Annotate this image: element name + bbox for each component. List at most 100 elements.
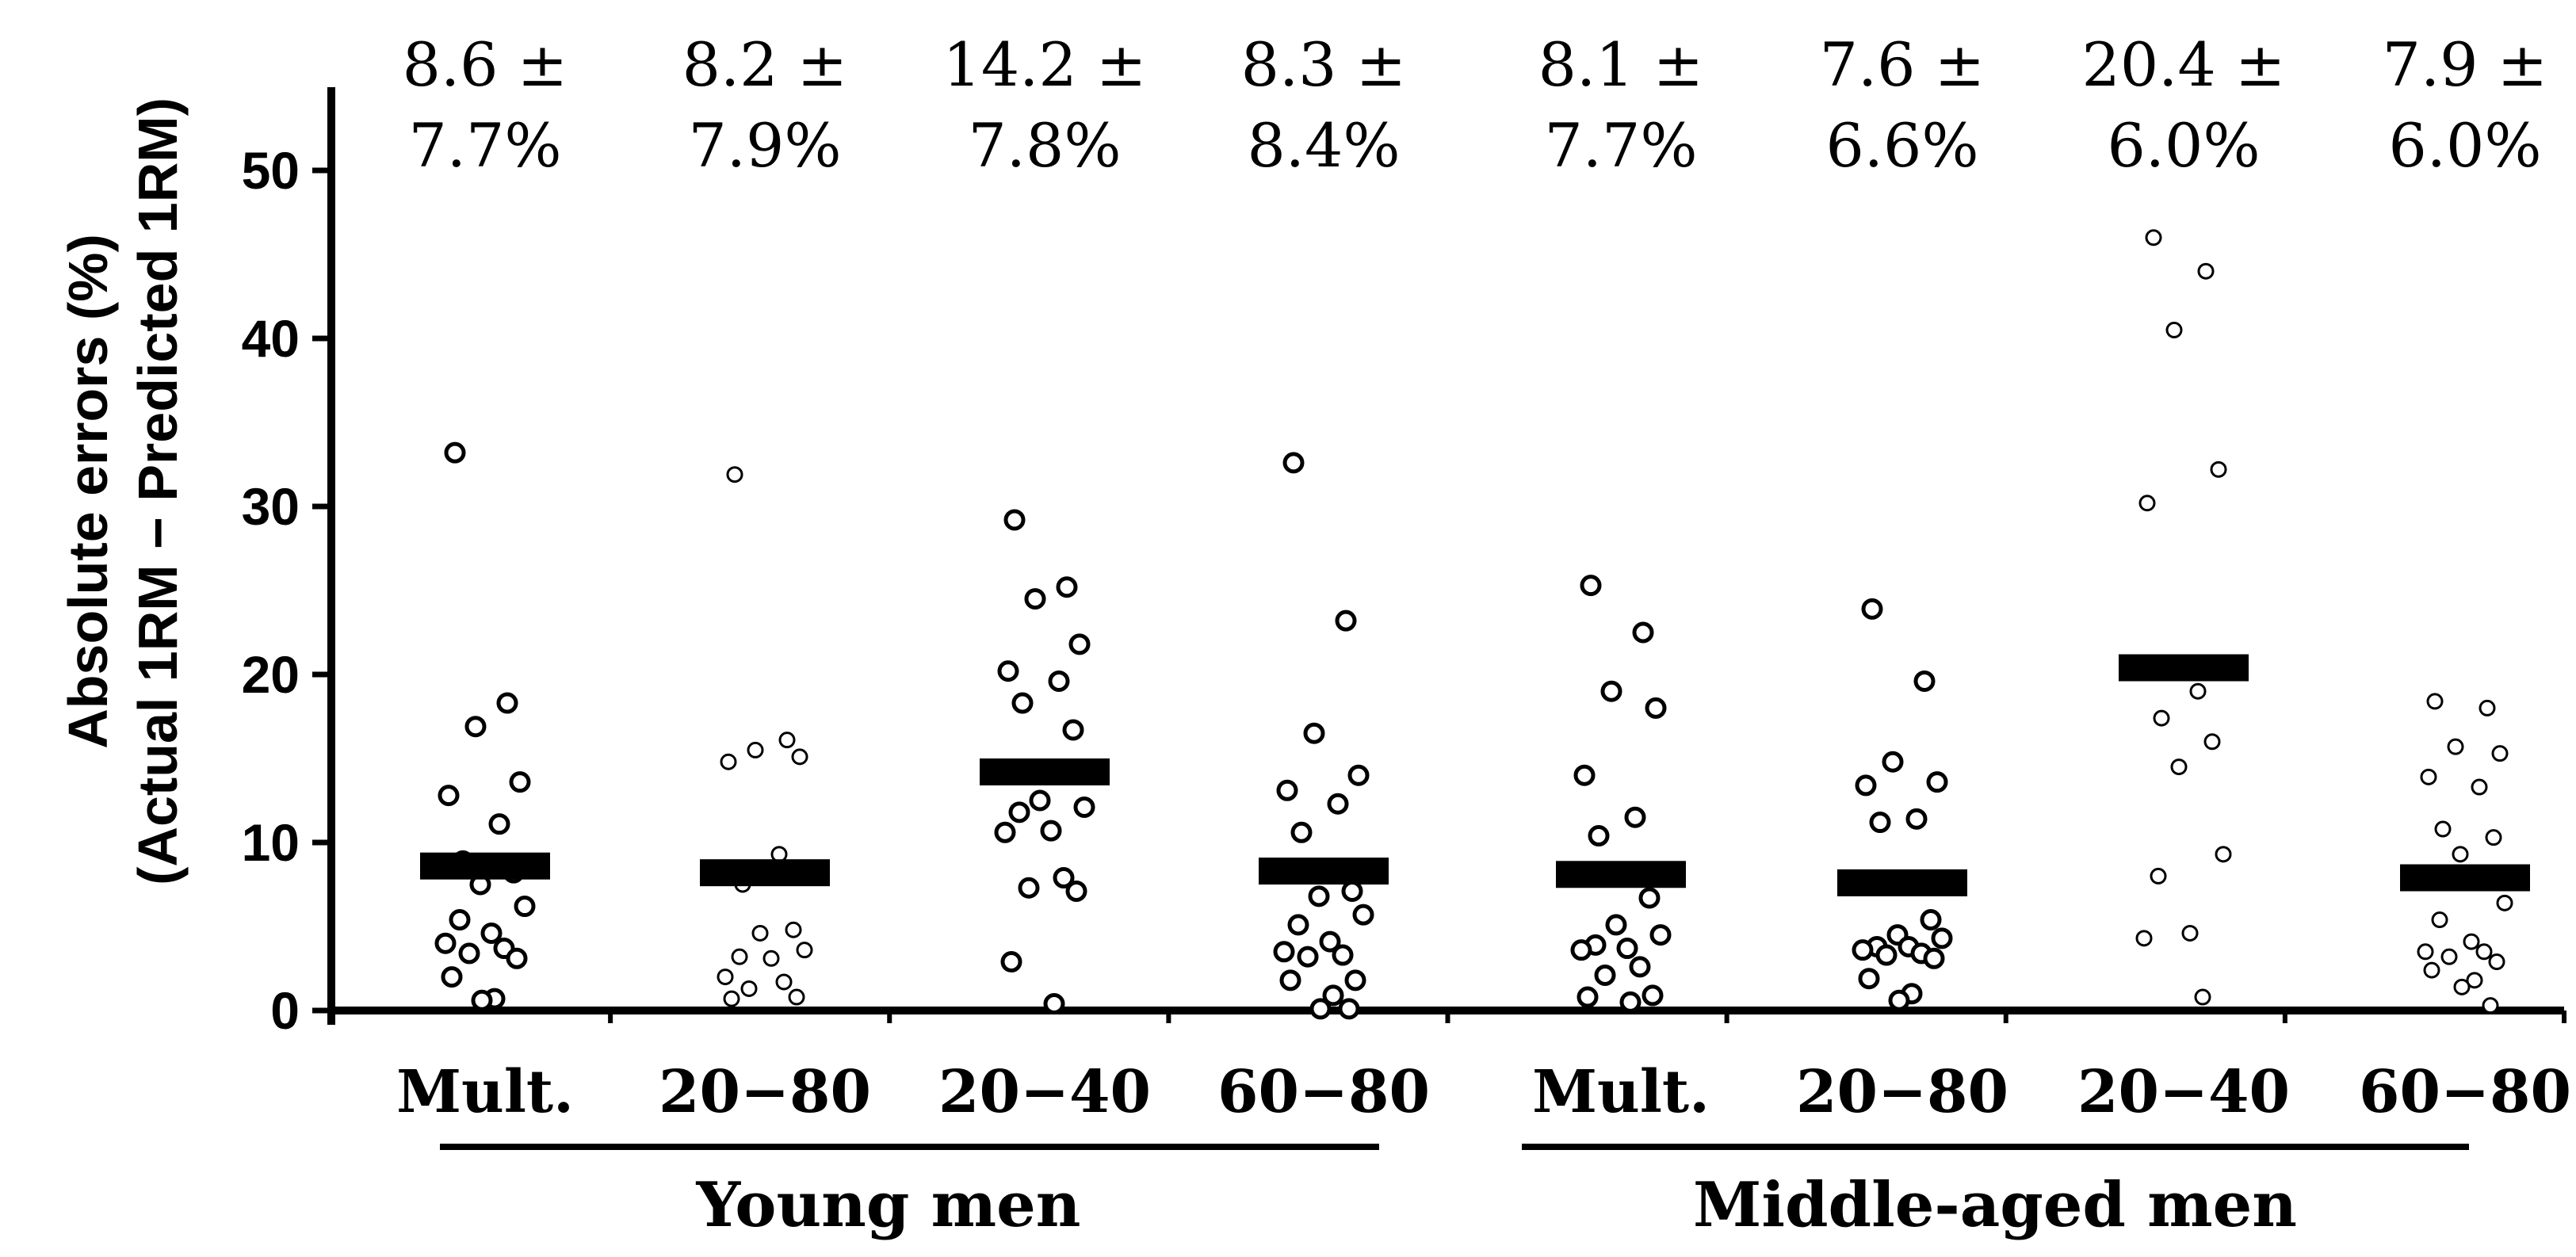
stat-line-2: 7.8% [968, 110, 1121, 181]
data-point [1855, 774, 1877, 797]
mean-bar [1837, 869, 1967, 896]
data-point [1858, 968, 1880, 990]
data-point [1923, 947, 1945, 969]
data-point [1594, 964, 1616, 986]
mean-bar [700, 859, 830, 887]
data-point [726, 466, 743, 483]
group-label: Young men [696, 1169, 1081, 1241]
y-tick-label: 30 [242, 477, 300, 536]
data-point [2420, 768, 2437, 785]
data-point [1588, 825, 1610, 847]
data-point [1327, 793, 1349, 815]
y-tick-label: 10 [242, 813, 300, 872]
data-point [1577, 986, 1599, 1008]
data-point [1869, 812, 1891, 834]
data-point [1303, 722, 1325, 744]
data-point [1629, 956, 1651, 978]
data-point [1319, 930, 1341, 953]
data-point [2452, 846, 2469, 863]
data-point [2145, 229, 2162, 246]
data-point [2426, 693, 2444, 710]
data-point [2475, 943, 2493, 961]
data-point [788, 988, 805, 1006]
data-point [1920, 909, 1942, 931]
data-point [1638, 887, 1661, 909]
data-point [2135, 930, 2153, 947]
data-point [1290, 821, 1313, 843]
data-point [496, 692, 518, 714]
data-point [1905, 808, 1928, 830]
data-point [480, 922, 503, 944]
data-point [796, 942, 813, 959]
category-label: Mult. [1532, 1058, 1710, 1126]
y-axis-label: Absolute errors (%) [57, 234, 119, 749]
data-point [1048, 670, 1070, 692]
category-label: Mult. [396, 1058, 574, 1126]
data-point [2165, 321, 2183, 338]
data-point [1279, 969, 1301, 991]
stat-line-2: 7.7% [408, 110, 561, 181]
data-point [2471, 778, 2488, 796]
data-point [1580, 575, 1602, 597]
data-point [444, 441, 466, 464]
data-point [1053, 867, 1075, 889]
mean-bar [2119, 654, 2249, 682]
data-point [770, 846, 788, 863]
data-point [488, 813, 510, 835]
data-point [1649, 924, 1672, 946]
data-point [1861, 598, 1883, 620]
mean-bar [980, 758, 1110, 785]
data-point [1341, 880, 1363, 902]
data-point [1322, 984, 1344, 1007]
data-points [434, 229, 2513, 1020]
data-point [1308, 885, 1330, 907]
data-point [1073, 796, 1095, 818]
data-point [1931, 927, 1953, 949]
group-labels: Young men Middle-aged men [440, 1144, 2469, 1241]
data-point [2194, 988, 2211, 1006]
group-label: Middle-aged men [1693, 1169, 2297, 1241]
data-point [1338, 998, 1360, 1020]
data-point [2453, 978, 2471, 995]
data-point [1882, 751, 1904, 773]
stat-line-2: 7.9% [688, 110, 841, 181]
data-point [2423, 961, 2440, 979]
category-label: 20−80 [659, 1058, 871, 1126]
data-point [1616, 938, 1638, 960]
stat-line-2: 6.6% [1825, 110, 1978, 181]
data-point [434, 932, 457, 954]
y-tick-label: 20 [242, 645, 300, 704]
mean-bar [420, 852, 550, 880]
data-point [1276, 779, 1298, 801]
data-point [1642, 984, 1664, 1007]
data-point [762, 949, 780, 967]
data-point [2440, 948, 2458, 965]
data-point [1645, 697, 1667, 719]
data-point [514, 896, 536, 918]
data-point [1273, 941, 1295, 963]
data-point [2485, 829, 2502, 846]
data-point [1600, 680, 1622, 702]
data-point [1926, 771, 1948, 793]
data-point [1309, 998, 1332, 1020]
data-point [997, 660, 1019, 682]
data-point [2153, 709, 2170, 727]
data-point [1000, 951, 1022, 973]
data-point [1018, 877, 1040, 899]
data-point [1888, 989, 1910, 1011]
stat-line-1: 8.6 ± [403, 29, 568, 100]
data-point [438, 785, 460, 807]
data-point [1287, 914, 1309, 936]
data-point [1040, 820, 1062, 842]
data-point [1282, 452, 1305, 474]
mean-bar [1259, 858, 1389, 885]
data-point [1570, 939, 1592, 961]
data-point [1619, 991, 1642, 1013]
data-point [778, 732, 796, 749]
data-point [1852, 939, 1874, 961]
data-point [1875, 944, 1898, 966]
data-point [1062, 719, 1084, 741]
data-point [1913, 670, 1936, 692]
data-point [1068, 633, 1091, 655]
